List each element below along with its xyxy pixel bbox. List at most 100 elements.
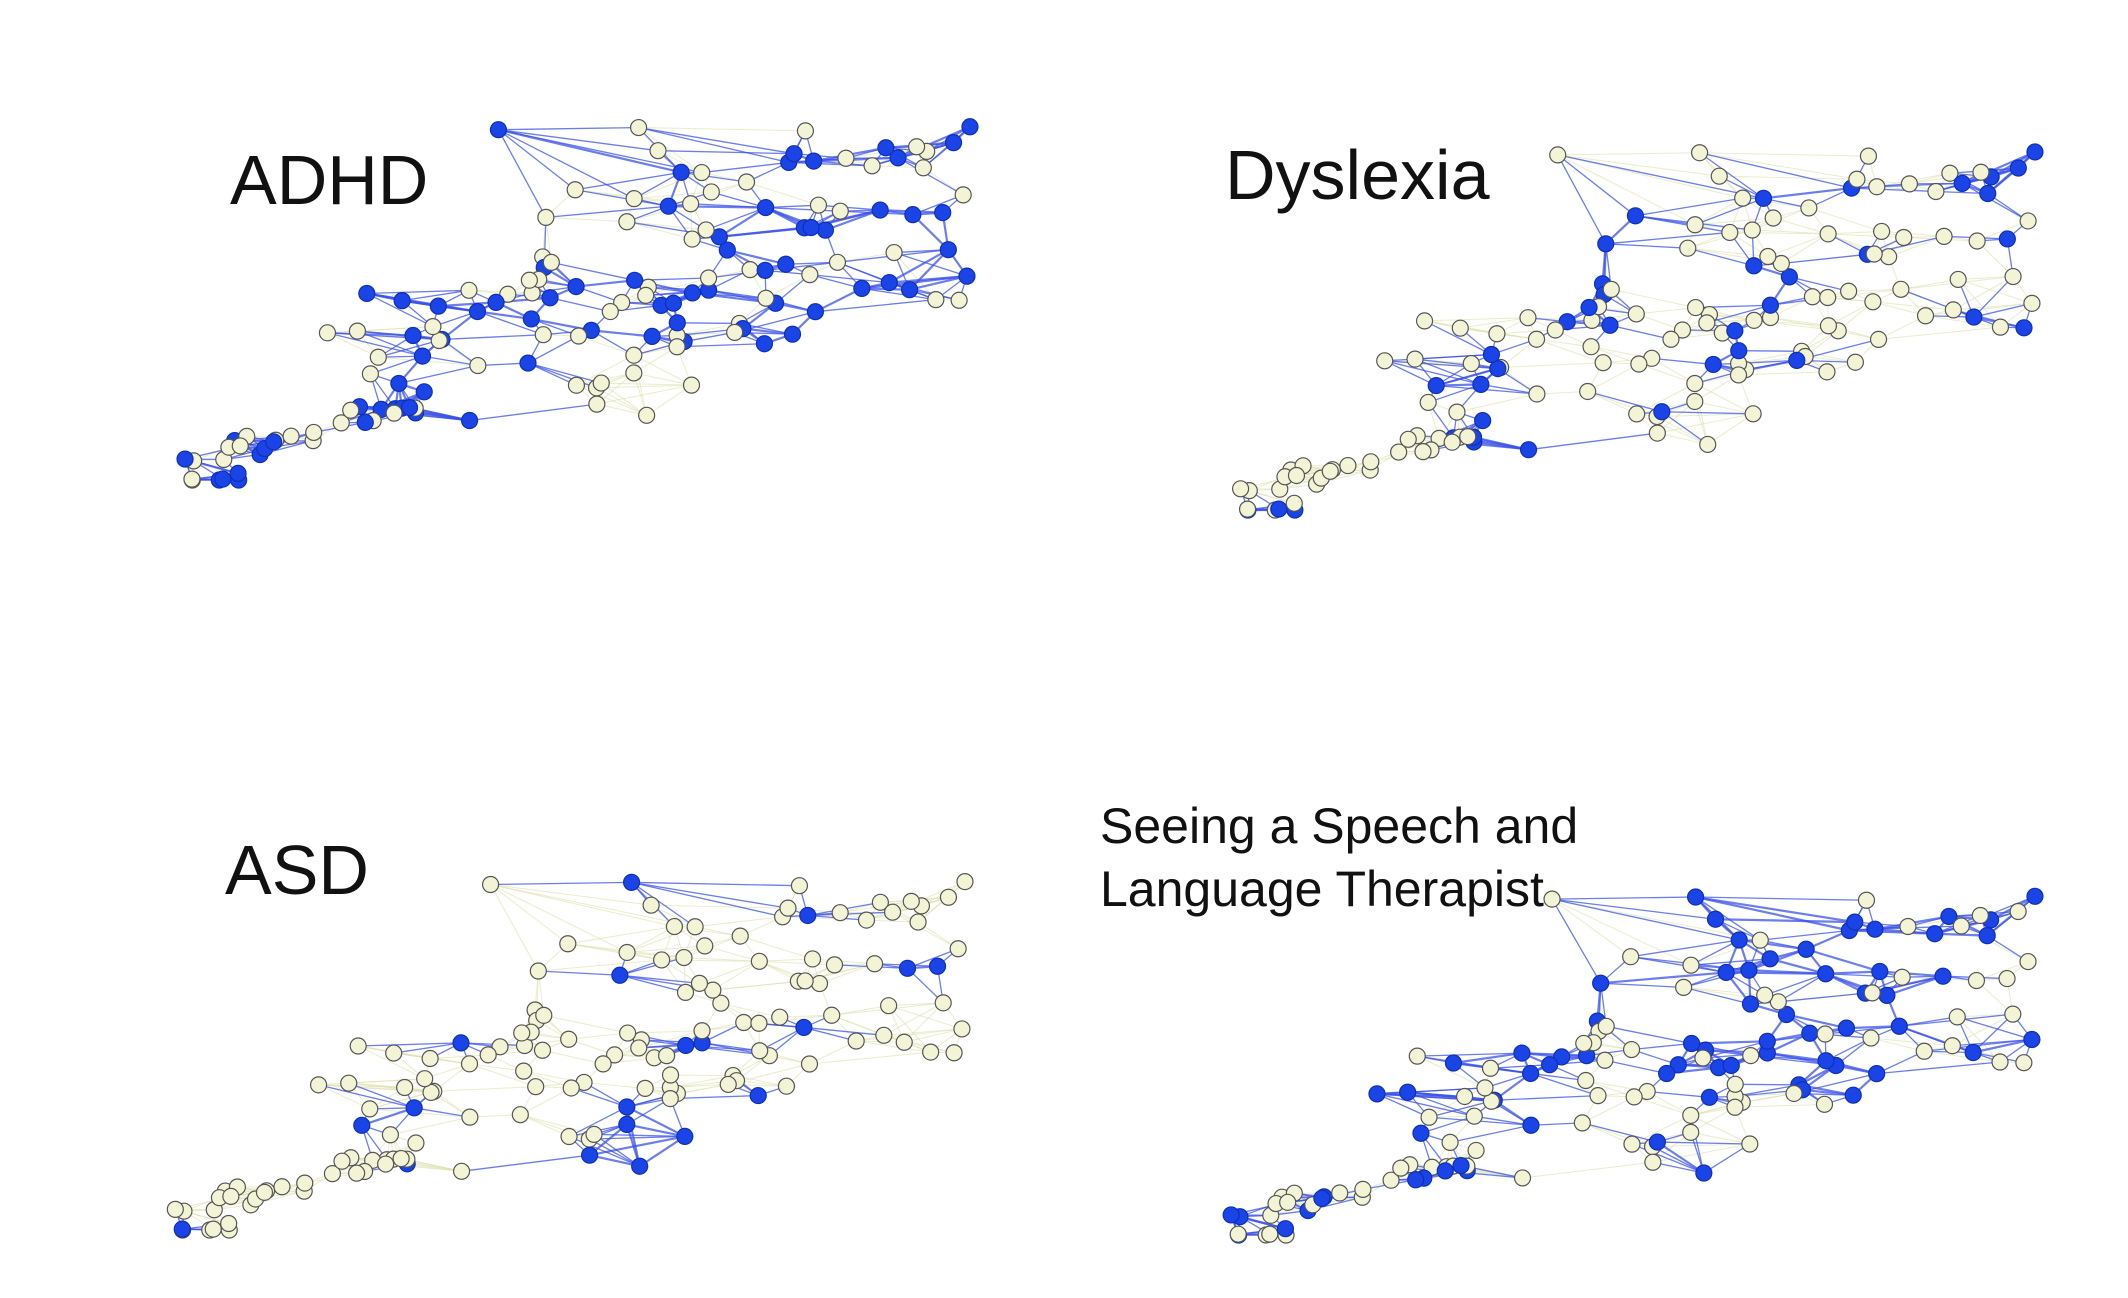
network-edge (498, 129, 702, 174)
network-edge (1876, 1061, 2001, 1075)
network-edge (809, 273, 863, 290)
network-node (1863, 984, 1881, 1002)
network-node (1287, 466, 1306, 485)
network-node-highlighted (489, 121, 508, 139)
network-node-highlighted (877, 139, 895, 157)
network-edge (1552, 896, 1696, 900)
network-node (1729, 366, 1748, 384)
network-node (796, 122, 815, 140)
network-edge (1734, 1103, 1825, 1108)
network-node (1848, 170, 1866, 188)
network-edge (1530, 1072, 1599, 1097)
network-node (696, 937, 714, 955)
network-edge (638, 126, 789, 164)
network-node-highlighted (1890, 1017, 1908, 1035)
network-edge (883, 1002, 944, 1036)
network-node (857, 911, 876, 929)
network-edge (1888, 235, 1945, 258)
network-edge (596, 384, 692, 405)
network-edge (831, 1005, 889, 1016)
network-node (1628, 405, 1646, 423)
network-node (1238, 500, 1257, 518)
network-edge (366, 289, 470, 295)
network-node (1892, 280, 1910, 298)
network-edge (1764, 973, 1826, 996)
network-node (1575, 1034, 1593, 1053)
network-node (810, 974, 829, 993)
network-edge (1825, 970, 1880, 975)
network-node (1862, 1029, 1880, 1047)
network-node (642, 896, 660, 914)
network-node (945, 1044, 963, 1062)
network-node-highlighted (400, 398, 419, 417)
network-node (682, 195, 700, 213)
network-edge (765, 204, 819, 209)
network-node (1819, 288, 1837, 307)
network-edge (594, 1133, 685, 1138)
network-node (1915, 1042, 1933, 1060)
network-edge (1427, 383, 1482, 404)
network-edge (1881, 230, 1945, 237)
network-node-highlighted (1522, 1064, 1540, 1083)
network-edge (1702, 1040, 1768, 1059)
network-node (342, 401, 360, 419)
network-edge (1878, 326, 2001, 340)
network-edge (677, 1083, 729, 1094)
network-node-highlighted (1761, 296, 1780, 314)
network-node (1686, 374, 1704, 393)
network-edge (1657, 413, 1754, 434)
network-edge (633, 172, 702, 200)
network-node (1662, 330, 1680, 348)
network-edge (490, 884, 675, 928)
network-node (1743, 221, 1761, 239)
network-edge (1695, 896, 1867, 901)
network-node-highlighted (816, 221, 834, 239)
network-node (2015, 1054, 2033, 1072)
network-node-highlighted (944, 134, 963, 152)
network-node (871, 893, 889, 911)
network-node-highlighted (1489, 360, 1507, 378)
network-edge (498, 129, 635, 200)
network-node (1751, 931, 1769, 949)
network-node (1687, 298, 1705, 317)
network-node (1229, 1225, 1247, 1243)
network-node-highlighted (173, 1220, 191, 1238)
network-node (661, 1066, 680, 1084)
network-node (1686, 216, 1704, 234)
network-node (2019, 212, 2037, 230)
network-edge (638, 1030, 703, 1049)
network-edge (1742, 1092, 1795, 1103)
network-node (803, 950, 822, 968)
network-edge (490, 883, 652, 906)
network-edge (1699, 152, 1852, 189)
network-node (1857, 891, 1876, 909)
network-node (381, 1126, 399, 1144)
network-node (460, 1055, 479, 1073)
network-edge (1849, 929, 1935, 935)
network-edge (831, 1014, 885, 1036)
network-edge (909, 275, 968, 291)
network-edge (856, 1040, 931, 1053)
network-edge (1656, 1141, 1705, 1174)
network-edge (1706, 304, 1771, 324)
network-edge (708, 289, 767, 299)
network-node (922, 1043, 940, 1061)
network-node (416, 1070, 434, 1088)
network-node (166, 1200, 184, 1218)
network-edge (1376, 1093, 1475, 1117)
network-node-highlighted (1597, 235, 1615, 253)
network-edge (398, 364, 478, 385)
network-node-highlighted (176, 450, 194, 468)
network-node (875, 1026, 893, 1044)
network-edge (626, 1105, 686, 1138)
network-edge (414, 1107, 470, 1118)
network-edge (1694, 197, 1743, 226)
network-edge (1848, 288, 1901, 292)
network-node (702, 183, 720, 201)
network-node (1622, 1040, 1641, 1059)
network-node-highlighted (805, 152, 823, 170)
network-node (1895, 228, 1913, 247)
network-node-highlighted (756, 198, 775, 217)
network-node (349, 1037, 367, 1055)
network-node (282, 427, 300, 445)
